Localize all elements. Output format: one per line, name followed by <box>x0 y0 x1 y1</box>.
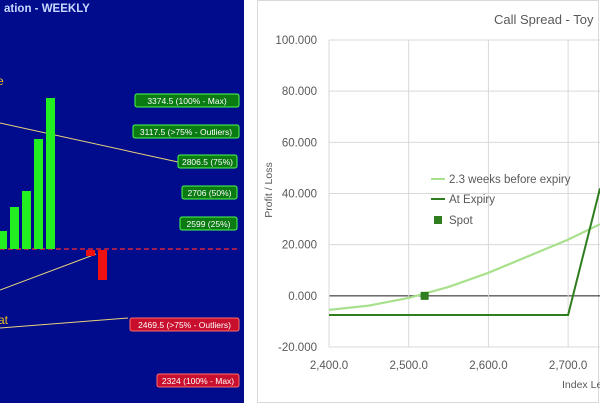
series-line-at-expiry <box>329 188 600 316</box>
level-tag-label: 3374.5 (100% - Max) <box>147 96 227 106</box>
upper-zone-label: e <box>0 74 4 88</box>
level-tag <box>177 154 238 169</box>
legend-entry: Spot <box>449 215 473 227</box>
y-tick-label: -20.000 <box>278 342 317 354</box>
histogram-panel: ation - WEEKLY e at 3374.5 (100% - Max) 3… <box>0 0 244 403</box>
chart-frame <box>257 0 599 403</box>
legend-entry: 2.3 weeks before expiry <box>449 174 571 186</box>
call-spread-panel: Call Spread - Toy Profit / Loss Index Le… <box>257 0 600 403</box>
x-tick-label: 2,400.0 <box>310 360 348 372</box>
y-axis-label: Profit / Loss <box>263 162 275 217</box>
y-tick-label: 20.000 <box>282 240 317 252</box>
histogram-up-bar <box>46 98 55 249</box>
chart-title: Call Spread - Toy <box>494 12 594 27</box>
panel-divider <box>244 0 257 403</box>
y-tick-label: 60.000 <box>282 137 317 149</box>
level-tag <box>181 185 238 200</box>
y-tick-label: 80.000 <box>282 86 317 98</box>
call-spread-chart: Call Spread - Toy Profit / Loss Index Le… <box>257 0 600 403</box>
legend-entry: At Expiry <box>449 194 495 206</box>
level-tag-label: 2706 (50%) <box>188 188 232 198</box>
histogram-chart: ation - WEEKLY e at 3374.5 (100% - Max) 3… <box>0 3 240 388</box>
histogram-up-bar <box>0 231 7 249</box>
x-tick-label: 2,600.0 <box>469 360 507 372</box>
level-tag-label: 2806.5 (75%) <box>182 157 233 167</box>
callout-line <box>0 253 97 291</box>
y-tick-label: 40.000 <box>282 189 317 201</box>
x-tick-label: 2,500.0 <box>390 360 428 372</box>
level-tag <box>132 124 240 139</box>
level-tag <box>179 216 238 231</box>
histogram-up-bar <box>10 207 19 249</box>
spot-marker <box>420 291 429 300</box>
callout-line <box>0 122 179 163</box>
series-line-before-expiry <box>328 223 600 311</box>
y-tick-label: 100.000 <box>275 35 317 47</box>
histogram-title: ation - WEEKLY <box>4 3 90 15</box>
callout-line <box>0 317 129 329</box>
histogram-up-bar <box>34 139 43 249</box>
x-tick-label: 2,700.0 <box>549 360 587 372</box>
y-tick-label: 0.000 <box>288 291 317 303</box>
legend-marker <box>434 216 442 224</box>
level-tag <box>129 317 240 332</box>
level-tag <box>134 93 240 108</box>
lower-zone-label: at <box>0 313 9 327</box>
level-tag-label: 2599 (25%) <box>187 219 231 229</box>
x-axis-label: Index Le <box>562 379 600 391</box>
level-tag-label: 2469.5 (>75% - Outliers) <box>138 320 231 330</box>
level-tag-label: 2324 (100% - Max) <box>162 376 234 386</box>
histogram-down-bar <box>86 250 95 256</box>
level-tag-label: 3117.5 (>75% - Outliers) <box>140 127 232 137</box>
level-tag <box>156 373 240 388</box>
histogram-down-bar <box>98 250 107 280</box>
histogram-up-bar <box>22 191 31 249</box>
